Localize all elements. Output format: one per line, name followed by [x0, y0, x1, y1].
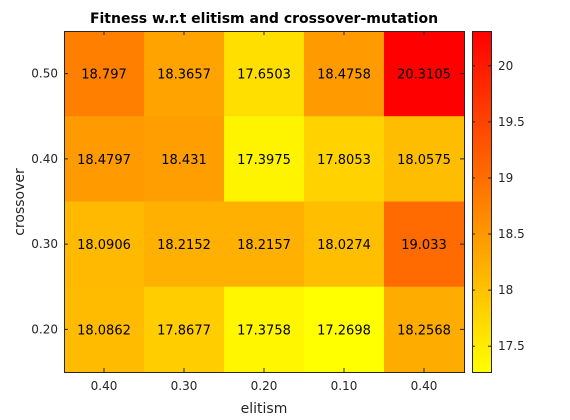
cell-value-label: 18.0274	[317, 238, 371, 253]
x-tick-label: 0.20	[251, 379, 278, 393]
y-tick-label: 0.50	[31, 67, 58, 81]
heatmap-cell	[384, 286, 465, 373]
y-tick-label: 0.20	[31, 322, 58, 336]
cell-value-label: 19.033	[401, 238, 447, 253]
heatmap-cell	[144, 201, 225, 288]
heatmap-cell	[384, 201, 465, 288]
heatmap-cell	[64, 116, 145, 203]
colorbar-tick-label: 18.5	[498, 227, 525, 241]
heatmap-cell	[384, 116, 465, 203]
y-tick-label: 0.30	[31, 237, 58, 251]
heatmap-cell	[144, 31, 225, 117]
cell-value-label: 17.8677	[157, 323, 211, 338]
heatmap-cell	[224, 31, 305, 117]
heatmap-cell	[304, 286, 385, 373]
x-axis-label: elitism	[241, 401, 288, 417]
x-tick-label: 0.40	[91, 379, 118, 393]
cell-value-label: 17.6503	[237, 68, 291, 83]
heatmap-cell	[224, 201, 305, 288]
cell-value-label: 17.8053	[317, 153, 371, 168]
colorbar-tick-label: 17.5	[498, 339, 525, 353]
cell-value-label: 17.3758	[237, 323, 291, 338]
colorbar	[472, 31, 492, 373]
cell-value-label: 18.4797	[77, 153, 131, 168]
x-tick-label: 0.30	[171, 379, 198, 393]
y-axis-label: crossover	[12, 168, 28, 236]
heatmap-cells: 18.797 18.3657 17.6503 18.4758 20.3105 18.479…	[64, 31, 465, 373]
cell-value-label: 17.3975	[237, 153, 291, 168]
colorbar-tick-label: 19.5	[498, 115, 525, 129]
cell-value-label: 18.431	[161, 153, 207, 168]
colorbar-tick-label: 18	[498, 283, 513, 297]
cell-value-label: 20.3105	[397, 68, 451, 83]
heatmap-cell	[304, 116, 385, 203]
chart-title: Fitness w.r.t elitism and crossover-muta…	[90, 11, 438, 27]
y-tick-label: 0.40	[31, 152, 58, 166]
cell-value-label: 18.0575	[397, 153, 451, 168]
x-tick-label: 0.40	[411, 379, 438, 393]
x-tick-label: 0.10	[331, 379, 358, 393]
heatmap-cell	[64, 286, 145, 373]
cell-value-label: 18.2568	[397, 323, 451, 338]
cell-value-label: 18.797	[81, 68, 127, 83]
colorbar-ticks: 17.5 18 18.5 19 19.5 20	[472, 59, 525, 353]
cell-value-label: 18.3657	[157, 68, 211, 83]
cell-value-label: 18.4758	[317, 68, 371, 83]
cell-value-label: 18.2157	[237, 238, 291, 253]
cell-value-label: 17.2698	[317, 323, 371, 338]
heatmap-cell	[304, 201, 385, 288]
colorbar-tick-label: 20	[498, 59, 513, 73]
heatmap-cell	[64, 201, 145, 288]
heatmap-cell	[384, 31, 465, 117]
heatmap-cell	[304, 31, 385, 117]
heatmap-cell	[144, 286, 225, 373]
colorbar-tick-label: 19	[498, 171, 513, 185]
x-axis-ticks: 0.40 0.30 0.20 0.10 0.40	[91, 31, 438, 393]
cell-value-label: 18.2152	[157, 238, 211, 253]
cell-value-label: 18.0906	[77, 238, 131, 253]
heatmap-cell	[224, 286, 305, 373]
heatmap-cell	[224, 116, 305, 203]
heatmap-cell	[144, 116, 225, 203]
heatmap-cell	[64, 31, 145, 117]
y-axis-ticks: 0.50 0.40 0.30 0.20	[31, 67, 464, 336]
cell-value-label: 18.0862	[77, 323, 131, 338]
